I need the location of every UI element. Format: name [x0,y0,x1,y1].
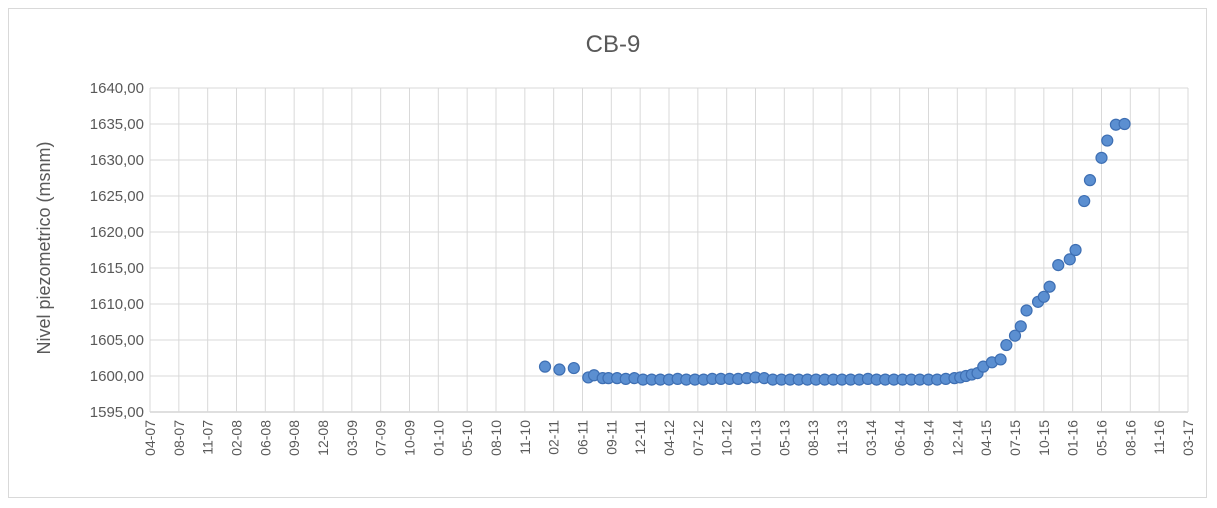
y-tick-label: 1620,00 [90,224,144,241]
data-point [1069,243,1082,257]
x-tick-label: 07-15 [1007,420,1023,456]
x-tick-label: 10-12 [719,420,735,456]
y-tick-label: 1615,00 [90,260,144,277]
data-point [1008,329,1022,342]
data-point [1101,134,1114,147]
data-point [1037,290,1050,303]
x-tick-label: 12-14 [949,420,965,456]
x-tick-label: 12-08 [315,420,331,456]
x-tick-label: 01-13 [748,420,764,456]
chart-title: CB-9 [586,31,641,58]
x-axis-ticks: 04-07 08-07 11-07 02-08 06-08 09-08 12-08 03-09… [142,420,1196,456]
x-tick-label: 04-12 [661,420,677,456]
x-tick-label: 01-10 [430,420,446,456]
x-tick-label: 09-14 [921,420,937,456]
data-point [1000,338,1013,352]
data-point [1118,117,1131,131]
x-tick-label: 04-07 [142,420,158,456]
x-tick-label: 02-11 [546,420,562,455]
y-tick-label: 1600,00 [90,368,144,385]
data-point [1063,253,1076,266]
y-tick-label: 1610,00 [90,296,144,313]
data-point [1043,280,1056,293]
x-tick-label: 03-09 [344,420,360,456]
x-tick-label: 05-16 [1094,420,1110,456]
data-points [538,117,1131,386]
data-point [1052,259,1065,272]
x-tick-label: 05-13 [776,420,792,456]
y-tick-label: 1630,00 [90,152,144,169]
x-tick-label: 07-12 [690,420,706,456]
data-point [553,363,566,376]
x-tick-label: 02-08 [229,420,245,456]
x-tick-label: 06-11 [575,420,591,455]
x-tick-label: 11-07 [200,420,216,455]
y-tick-label: 1605,00 [90,332,144,349]
y-tick-label: 1635,00 [90,116,144,133]
data-point [994,353,1007,366]
x-tick-label: 11-13 [834,420,850,455]
data-point [1078,194,1091,208]
x-tick-label: 10-09 [402,420,418,456]
y-tick-label: 1595,00 [90,404,144,421]
x-tick-label: 08-10 [488,420,504,456]
x-tick-label: 08-07 [171,420,187,456]
x-tick-label: 03-14 [863,420,879,456]
data-point [1014,320,1027,333]
x-tick-label: 12-11 [632,420,648,455]
x-tick-label: 04-15 [978,420,994,456]
x-tick-label: 09-11 [603,420,619,455]
y-tick-label: 1625,00 [90,188,144,205]
data-point [1020,304,1033,317]
y-axis-label: Nivel piezometrico (msnm) [34,141,54,354]
x-tick-label: 11-10 [517,420,533,455]
y-tick-label: 1640,00 [90,80,144,97]
x-tick-label: 08-13 [805,420,821,456]
x-tick-label: 01-16 [1065,420,1081,456]
x-tick-label: 08-16 [1122,420,1138,456]
x-tick-label: 05-10 [459,420,475,456]
x-tick-label: 10-15 [1036,420,1052,456]
data-point [567,361,580,375]
data-point [1095,151,1108,164]
x-tick-label: 07-09 [373,420,389,456]
x-tick-label: 06-14 [892,420,908,456]
x-tick-label: 06-08 [257,420,273,456]
data-point [1083,174,1097,187]
chart-frame [8,8,1207,498]
x-tick-label: 11-16 [1151,420,1167,455]
x-tick-label: 09-08 [286,420,302,456]
y-axis-ticks: 1595,00 1600,00 1605,00 1610,00 1615,00 1620,… [90,80,144,421]
data-point [538,360,552,373]
gridlines [149,87,1189,413]
x-tick-label: 03-17 [1180,420,1196,456]
